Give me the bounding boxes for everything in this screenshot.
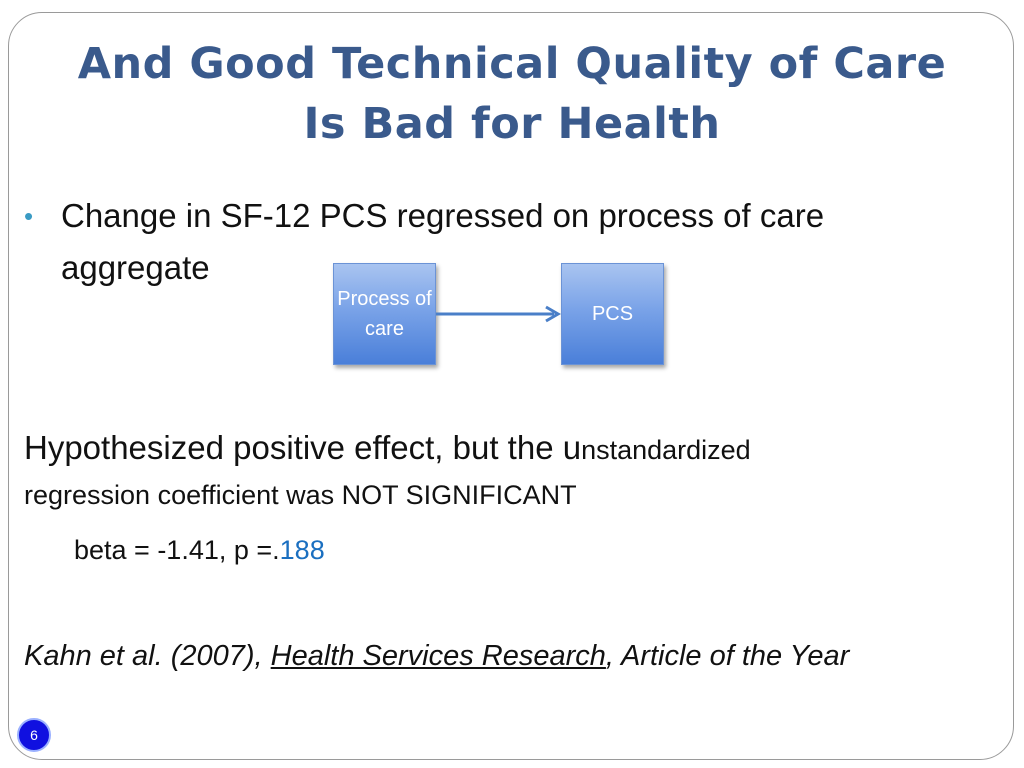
citation-suffix: , Article of the Year: [605, 640, 850, 672]
title-line-1: And Good Technical Quality of Care: [77, 39, 947, 89]
hypothesis-line-1: Hypothesized positive effect, but the un…: [24, 424, 1004, 474]
citation-journal: Health Services Research: [270, 640, 606, 672]
bullet-dot-icon: •: [24, 201, 34, 231]
bullet-text: Change in SF-12 PCS regressed on process…: [61, 197, 825, 286]
citation: Kahn et al. (2007), Health Services Rese…: [24, 636, 849, 676]
hypothesis-paragraph: Hypothesized positive effect, but the un…: [24, 424, 1004, 516]
diagram-box-process-label: Process of care: [337, 288, 432, 340]
stats-pvalue: 188: [279, 535, 325, 565]
diagram-box-pcs-label: PCS: [591, 303, 634, 325]
hypothesis-text-small: nstandardized: [581, 435, 751, 465]
page-number-badge: 6: [17, 718, 51, 752]
diagram-box-process-of-care: Process of care: [333, 263, 436, 365]
slide-title: And Good Technical Quality of Care Is Ba…: [20, 34, 1004, 154]
stats-prefix: beta = -1.41, p =.: [74, 535, 280, 565]
page-number: 6: [30, 727, 38, 743]
hypothesis-text-large: Hypothesized positive effect, but the u: [24, 429, 582, 466]
slide-frame: [8, 12, 1014, 760]
title-line-2: Is Bad for Health: [303, 99, 721, 149]
diagram-arrow-icon: [436, 305, 561, 323]
diagram-box-pcs: PCS: [561, 263, 664, 365]
hypothesis-line-2: regression coefficient was NOT SIGNIFICA…: [24, 480, 577, 510]
citation-authors: Kahn et al. (2007),: [24, 640, 271, 672]
regression-stats: beta = -1.41, p =.188: [74, 530, 325, 570]
